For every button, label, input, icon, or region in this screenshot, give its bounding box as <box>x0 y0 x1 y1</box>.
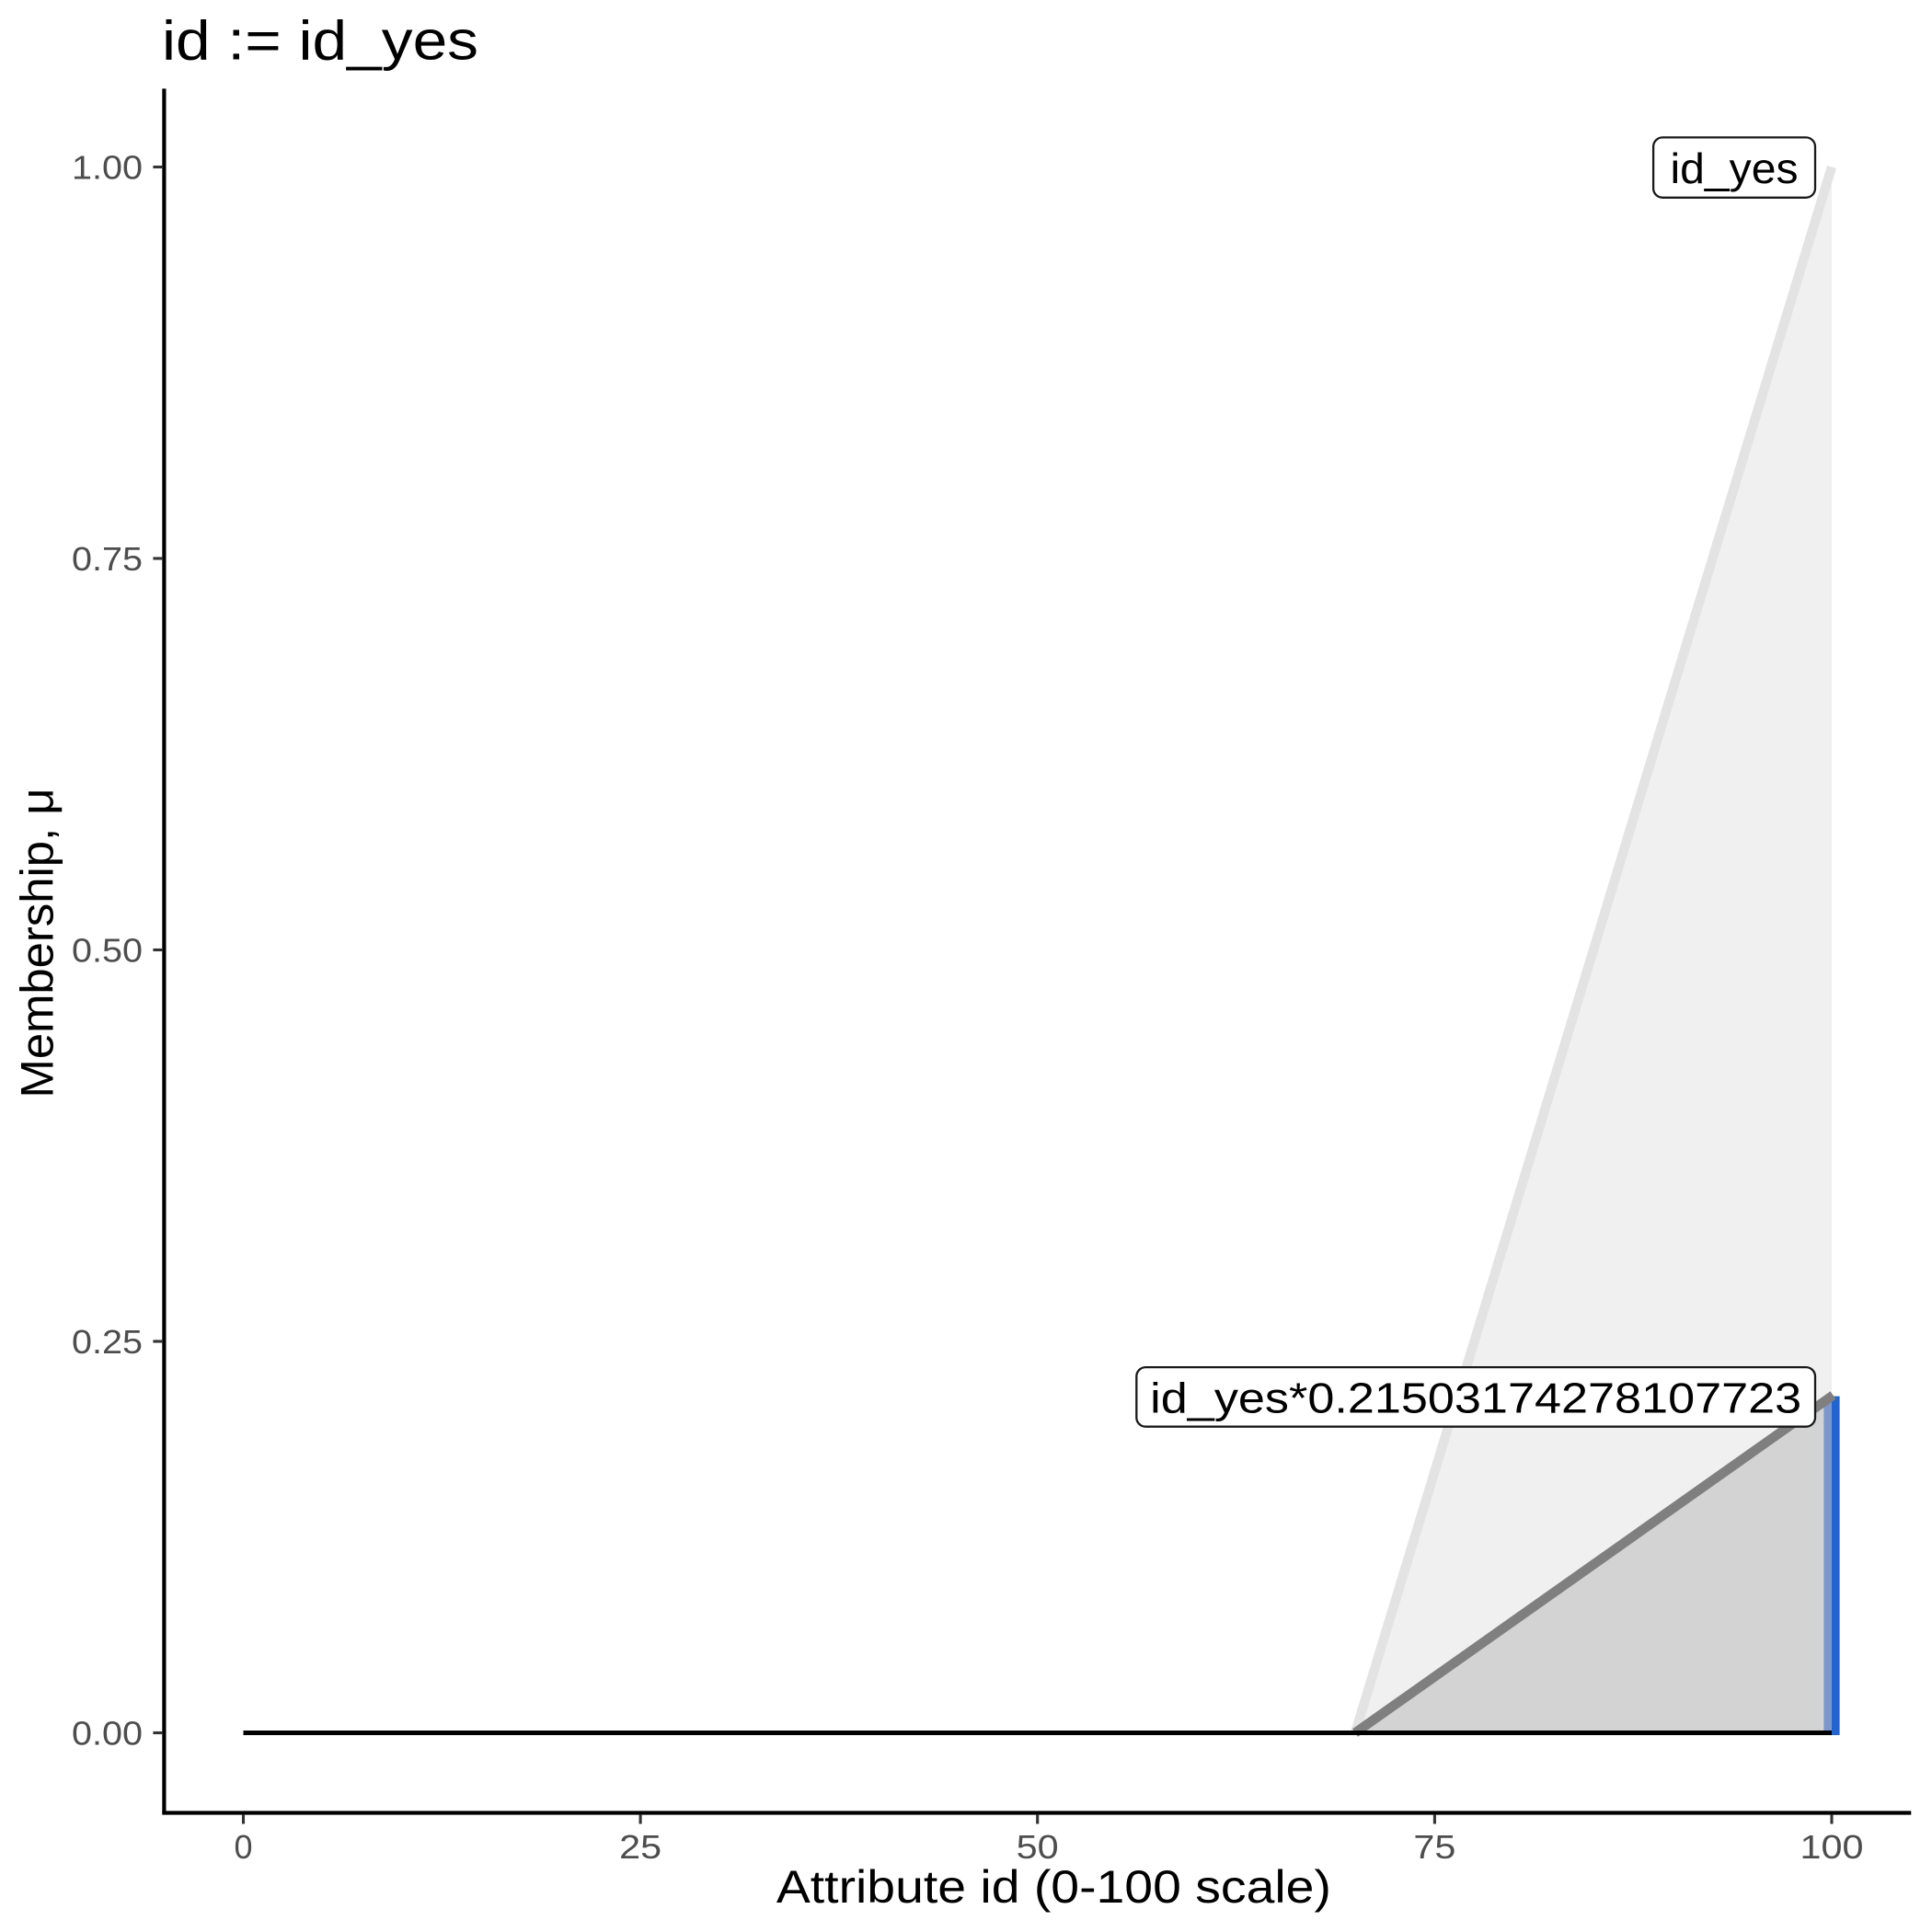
svg-text:0.75: 0.75 <box>72 540 143 578</box>
svg-text:50: 50 <box>1017 1828 1059 1866</box>
svg-text:0.00: 0.00 <box>72 1715 143 1753</box>
svg-text:25: 25 <box>619 1828 661 1866</box>
svg-text:100: 100 <box>1800 1828 1864 1866</box>
svg-text:Attribute id (0-100 scale): Attribute id (0-100 scale) <box>776 1861 1331 1913</box>
svg-text:id_yes*0.21503174278107723: id_yes*0.21503174278107723 <box>1150 1374 1801 1421</box>
svg-text:1.00: 1.00 <box>72 149 143 187</box>
svg-text:id := id_yes: id := id_yes <box>162 10 478 72</box>
svg-text:0: 0 <box>234 1828 252 1866</box>
svg-text:Membership, μ: Membership, μ <box>12 788 63 1098</box>
svg-text:0.25: 0.25 <box>72 1323 143 1361</box>
svg-text:75: 75 <box>1413 1828 1455 1866</box>
svg-text:id_yes: id_yes <box>1671 144 1799 192</box>
svg-text:0.50: 0.50 <box>72 932 143 970</box>
